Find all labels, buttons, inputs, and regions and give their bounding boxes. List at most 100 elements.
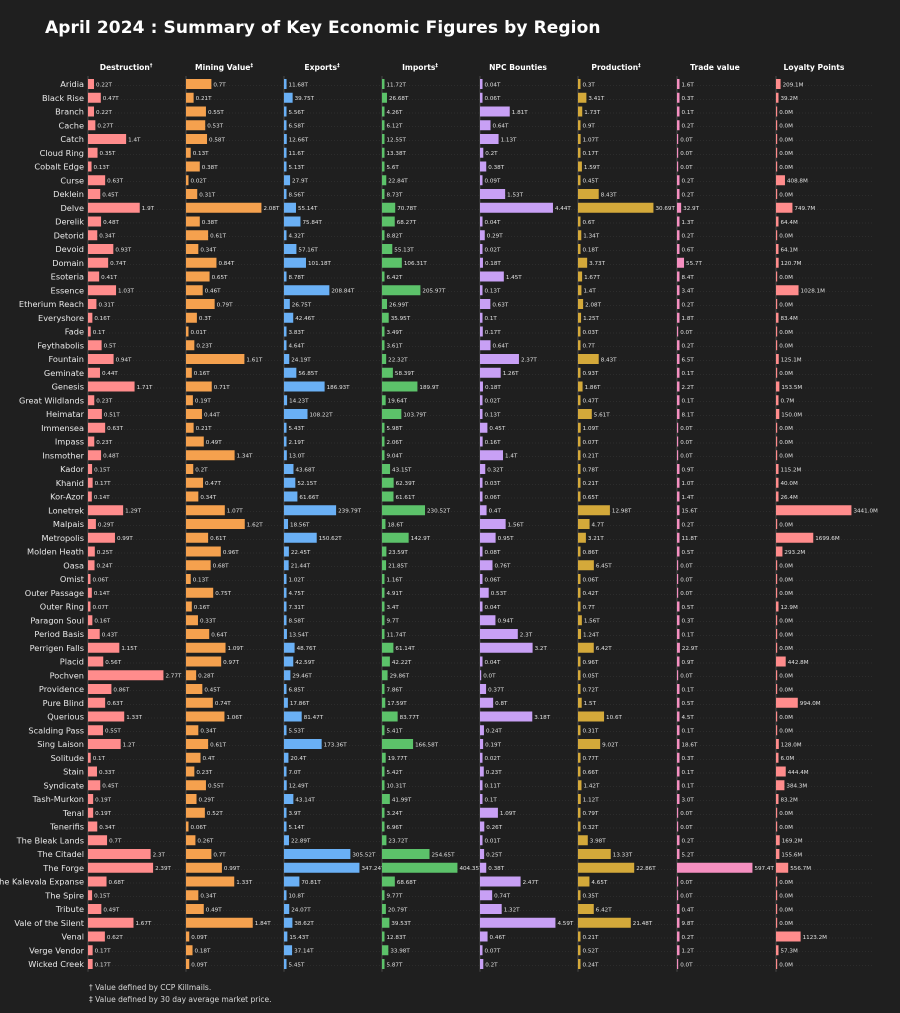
bar-value-label: 3441.0M bbox=[853, 509, 878, 515]
bar-value-label: 0.0M bbox=[779, 632, 793, 638]
bar-value-label: 4.5T bbox=[682, 715, 695, 721]
region-label: Perrigen Falls bbox=[30, 643, 84, 653]
bar bbox=[776, 409, 780, 419]
bar bbox=[776, 175, 785, 186]
bar bbox=[382, 752, 386, 763]
bar bbox=[677, 656, 680, 667]
bar bbox=[88, 271, 100, 282]
bar-value-label: 3.4T bbox=[387, 605, 400, 611]
bar bbox=[382, 711, 398, 722]
bar-value-label: 1.09T bbox=[500, 811, 516, 817]
bar-value-label: 3.2T bbox=[535, 646, 548, 652]
bar bbox=[776, 381, 780, 392]
bar bbox=[88, 381, 135, 392]
bar bbox=[284, 725, 287, 736]
bar bbox=[88, 79, 94, 89]
bar bbox=[776, 587, 778, 598]
bar-value-label: 6.85T bbox=[289, 687, 305, 693]
bar-value-label: 0.16T bbox=[94, 619, 110, 625]
bar-value-label: 0.1T bbox=[93, 330, 106, 336]
bar-value-label: 8.56T bbox=[289, 192, 305, 198]
bar bbox=[284, 395, 288, 406]
bar-value-label: 22.45T bbox=[291, 550, 311, 556]
bar-value-label: 0.2T bbox=[485, 962, 498, 968]
bar bbox=[677, 711, 680, 722]
region-label: Outer Passage bbox=[25, 588, 84, 598]
bar-value-label: 0.0M bbox=[779, 192, 793, 198]
bar-value-label: 5.45T bbox=[289, 962, 305, 968]
bar-value-label: 0.2T bbox=[682, 935, 695, 941]
bar-value-label: 0.97T bbox=[223, 660, 239, 666]
region-label: Molden Heath bbox=[27, 547, 84, 557]
bar bbox=[284, 409, 308, 419]
bar-value-label: 0.18T bbox=[583, 247, 599, 253]
bar-value-label: 22.86T bbox=[636, 866, 656, 872]
bar bbox=[677, 189, 680, 199]
bar bbox=[776, 615, 778, 626]
bar bbox=[677, 244, 680, 254]
bar-value-label: 1.42T bbox=[583, 784, 599, 790]
bar-value-label: 1.5T bbox=[584, 701, 597, 707]
bar bbox=[88, 216, 102, 227]
bar-value-label: 103.79T bbox=[403, 412, 427, 418]
bar-value-label: 0.74T bbox=[110, 261, 126, 267]
bar-value-label: 0.7T bbox=[213, 852, 226, 858]
bar-value-label: 0.23T bbox=[196, 344, 212, 350]
bar-value-label: 4.32T bbox=[289, 234, 305, 240]
bar-value-label: 0.34T bbox=[99, 234, 115, 240]
bar bbox=[284, 821, 287, 832]
bar bbox=[480, 285, 483, 296]
bar-value-label: 0.06T bbox=[485, 96, 501, 102]
bar-value-label: 0.26T bbox=[197, 839, 213, 845]
bar-value-label: 1.67T bbox=[135, 921, 151, 927]
bar bbox=[284, 230, 287, 241]
bar-value-label: 0.0M bbox=[779, 137, 793, 143]
bar-value-label: 8.1T bbox=[682, 412, 695, 418]
bar-value-label: 6.42T bbox=[596, 907, 612, 913]
bar-value-label: 444.4M bbox=[788, 770, 809, 776]
bar bbox=[186, 92, 194, 103]
bar bbox=[88, 766, 97, 777]
bar-value-label: 142.9T bbox=[411, 536, 431, 542]
bar bbox=[382, 106, 385, 117]
bar-value-label: 9.02T bbox=[602, 742, 618, 748]
bar-value-label: 3.73T bbox=[589, 261, 605, 267]
bar bbox=[88, 505, 124, 516]
bar bbox=[776, 862, 789, 873]
bar-value-label: 4.59T bbox=[557, 921, 573, 927]
bar bbox=[677, 574, 679, 584]
bar-value-label: 22.84T bbox=[388, 179, 408, 185]
bar bbox=[578, 519, 590, 529]
bar bbox=[480, 766, 484, 777]
bar-value-label: 0.3T bbox=[682, 756, 695, 762]
bar-value-label: 0.09T bbox=[191, 935, 207, 941]
bar bbox=[578, 257, 588, 268]
bar-value-label: 0.7T bbox=[109, 839, 122, 845]
bar-value-label: 186.93T bbox=[327, 385, 351, 391]
region-label: Delve bbox=[61, 203, 85, 213]
bar bbox=[88, 821, 98, 832]
bar bbox=[284, 739, 322, 749]
bar bbox=[284, 849, 351, 859]
bar-value-label: 83.2M bbox=[781, 797, 798, 803]
bar-value-label: 26.68T bbox=[389, 96, 409, 102]
bar bbox=[88, 629, 100, 639]
bar bbox=[480, 189, 506, 199]
bar-value-label: 39.75T bbox=[295, 96, 315, 102]
bar bbox=[578, 697, 582, 708]
bar-value-label: 0.17T bbox=[95, 949, 111, 955]
bar-value-label: 1.81T bbox=[512, 110, 528, 116]
bar bbox=[776, 917, 778, 928]
bar bbox=[284, 202, 296, 213]
bar-value-label: 2.47T bbox=[523, 880, 539, 886]
series-header: Mining Value‡ bbox=[195, 63, 253, 72]
bar bbox=[578, 120, 581, 131]
bar bbox=[480, 560, 493, 571]
bar-value-label: 0.52T bbox=[207, 811, 223, 817]
bar bbox=[776, 560, 778, 571]
bar bbox=[186, 821, 189, 832]
bar bbox=[186, 807, 205, 818]
bar-value-label: 3.0T bbox=[682, 797, 695, 803]
bar-value-label: 0.34T bbox=[99, 825, 115, 831]
bar bbox=[88, 395, 95, 406]
